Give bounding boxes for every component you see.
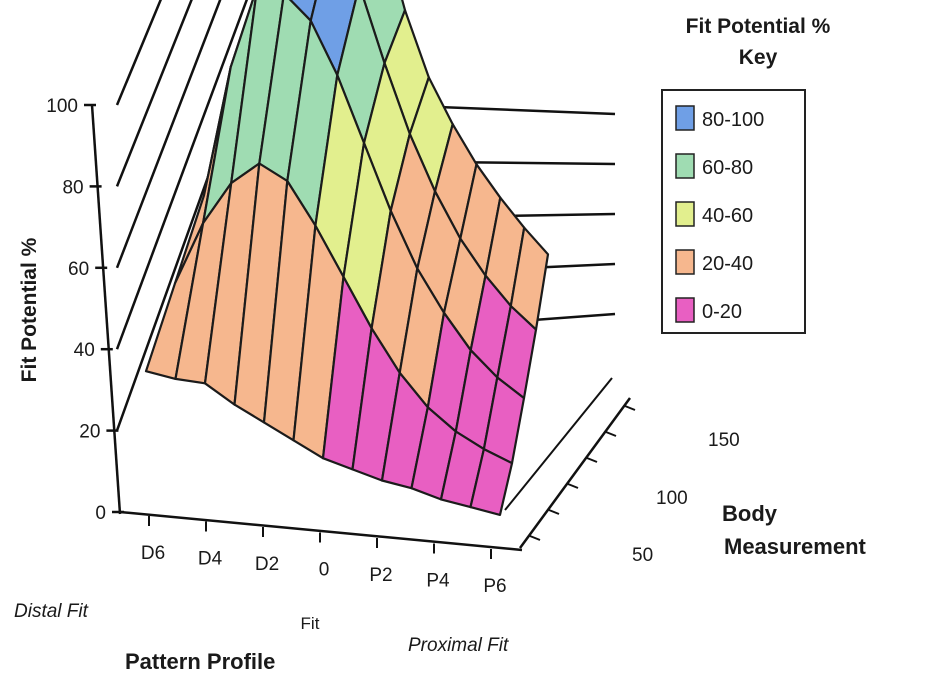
legend-swatch <box>675 153 695 179</box>
x-tick-label: 0 <box>319 560 330 581</box>
x-tick-label: P2 <box>369 565 392 586</box>
z-axis-title: Fit Potential % <box>18 237 41 382</box>
legend-swatch <box>675 105 695 131</box>
x-axis: D6 D4 D2 0 P2 P4 P6 <box>119 510 523 597</box>
back-wall-gridline <box>115 0 222 269</box>
legend-label: 40-60 <box>702 205 753 227</box>
x-tick-label: D2 <box>255 554 279 575</box>
legend-label: 20-40 <box>702 253 753 275</box>
z-tick-label: 0 <box>95 503 106 524</box>
back-wall-gridline <box>115 0 162 106</box>
y-axis-tick <box>605 431 617 437</box>
legend-label: 0-20 <box>702 301 742 323</box>
z-tick-label: 40 <box>74 340 95 361</box>
y-axis-title-line1: Body <box>722 501 778 526</box>
distal-fit-note: Distal Fit <box>14 601 89 622</box>
legend-title-line2: Key <box>739 46 778 69</box>
x-tick-label: D4 <box>198 549 223 570</box>
y-axis-line <box>518 397 632 549</box>
legend-swatch <box>675 201 695 227</box>
legend-title-line1: Fit Potential % <box>686 15 831 38</box>
y-axis-tick <box>548 509 560 515</box>
y-axis-tick <box>586 457 598 463</box>
y-axis-tick <box>567 483 579 489</box>
legend-swatch <box>675 249 695 275</box>
x-axis-line <box>119 510 523 552</box>
z-axis-line <box>90 104 122 515</box>
y-axis-title-line2: Measurement <box>724 534 867 559</box>
back-wall-gridline <box>115 0 249 350</box>
z-tick-label: 60 <box>68 259 89 280</box>
surface-cell <box>469 448 514 517</box>
z-tick-label: 80 <box>62 177 83 198</box>
z-axis: 0 20 40 60 80 100 <box>46 96 124 524</box>
x-tick-label: P4 <box>426 571 450 592</box>
proximal-fit-note: Proximal Fit <box>408 635 509 656</box>
fit-note: Fit <box>301 614 320 633</box>
y-tick-label: 150 <box>708 430 740 451</box>
x-tick-label: D6 <box>141 543 165 564</box>
y-axis-tick <box>529 535 541 541</box>
y-tick-label: 50 <box>632 545 653 566</box>
legend-swatch <box>675 297 695 323</box>
y-axis-tick <box>624 405 636 411</box>
legend-label: 80-100 <box>702 109 764 131</box>
y-axis-edge <box>504 377 613 511</box>
legend-label: 60-80 <box>702 157 753 179</box>
surface-mesh <box>144 0 550 517</box>
z-tick-label: 20 <box>79 422 100 443</box>
x-axis-title: Pattern Profile <box>125 649 275 674</box>
x-tick-label: P6 <box>483 576 506 597</box>
legend: 80-100 60-80 40-60 20-40 0-20 <box>675 105 764 323</box>
y-axis: 50 100 150 <box>504 377 740 566</box>
y-tick-label: 100 <box>656 488 688 509</box>
back-wall-gridline <box>115 0 193 187</box>
z-tick-label: 100 <box>46 96 78 117</box>
